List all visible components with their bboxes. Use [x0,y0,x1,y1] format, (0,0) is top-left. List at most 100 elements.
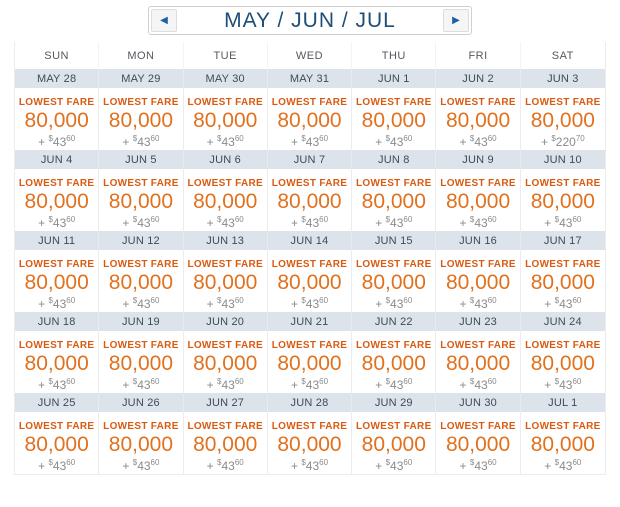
fare-cell[interactable]: LOWEST FARE 80,000 + $4360 [99,250,184,312]
fare-cell[interactable]: LOWEST FARE 80,000 + $4360 [99,331,184,393]
fare-cell[interactable]: LOWEST FARE 80,000 + $4360 [15,250,100,312]
tax-cents: 60 [319,458,329,467]
dollar-sign: $ [301,296,306,305]
tax-cents: 60 [234,377,244,386]
tax-amount: 43 [137,216,151,230]
fare-cell[interactable]: LOWEST FARE 80,000 + $4360 [520,331,605,393]
plus-sign: + [544,378,552,392]
fare-cell[interactable]: LOWEST FARE 80,000 + $4360 [99,169,184,231]
fare-cell[interactable]: LOWEST FARE 80,000 + $4360 [267,331,353,393]
fare-cell[interactable]: LOWEST FARE 80,000 + $4360 [352,331,437,393]
dollar-sign: $ [217,215,222,224]
fare-cell[interactable]: LOWEST FARE 80,000 + $4360 [183,169,268,231]
fare-cell[interactable]: LOWEST FARE 80,000 + $4360 [99,88,184,150]
prev-month-button[interactable]: ◀ [151,9,177,32]
fare-cell[interactable]: LOWEST FARE 80,000 + $4360 [183,250,268,312]
fare-cell[interactable]: LOWEST FARE 80,000 + $4360 [267,250,353,312]
tax-cents: 60 [572,458,582,467]
fare-cell[interactable]: LOWEST FARE 80,000 + $4360 [267,169,353,231]
fare-cell[interactable]: LOWEST FARE 80,000 + $4360 [352,169,437,231]
plus-sign: + [206,378,214,392]
lowest-fare-label: LOWEST FARE [18,178,95,189]
plus-sign: + [375,135,383,149]
fare-cell[interactable]: LOWEST FARE 80,000 + $4360 [520,169,605,231]
tax-cents: 60 [319,377,329,386]
fare-cell[interactable]: LOWEST FARE 80,000 + $4360 [352,412,437,474]
fare-taxes: + $4360 [15,377,98,393]
lowest-fare-label: LOWEST FARE [440,178,516,189]
fare-cell[interactable]: LOWEST FARE 80,000 + $22070 [520,88,605,150]
fare-miles: 80,000 [193,352,258,375]
dollar-sign: $ [48,377,53,386]
dollar-sign: $ [554,215,560,224]
tax-amount: 43 [559,216,573,230]
next-month-button[interactable]: ▶ [443,9,469,32]
fare-taxes: + $4360 [184,135,267,150]
tax-amount: 43 [305,378,320,392]
week-block: JUN 11 JUN 12 JUN 13 JUN 14 JUN 15 JUN 16 JUN … [15,231,605,312]
fare-miles: 80,000 [277,109,342,132]
tax-amount: 43 [474,135,488,149]
fare-cell[interactable]: LOWEST FARE 80,000 + $4360 [436,169,521,231]
plus-sign: + [290,297,298,311]
date-cell: MAY 28 [15,69,100,88]
tax-cents: 60 [403,458,413,467]
weeks: MAY 28 MAY 29 MAY 30 MAY 31 JUN 1 JUN 2 JUN 3 … [15,69,605,474]
plus-sign: + [38,378,46,392]
tax-cents: 60 [150,296,160,305]
tax-amount: 220 [555,135,576,149]
fare-cell[interactable]: LOWEST FARE 80,000 + $4360 [352,88,437,150]
dollar-sign: $ [554,296,560,305]
plus-sign: + [290,216,298,230]
fare-cell[interactable]: LOWEST FARE 80,000 + $4360 [15,88,100,150]
tax-cents: 60 [572,377,582,386]
fare-taxes: + $4360 [15,135,98,150]
tax-amount: 43 [390,459,404,473]
fare-cell[interactable]: LOWEST FARE 80,000 + $4360 [436,250,521,312]
fare-cell[interactable]: LOWEST FARE 80,000 + $4360 [183,331,268,393]
dollar-sign: $ [385,134,391,143]
fare-taxes: + $4360 [99,216,182,231]
fare-miles: 80,000 [277,352,342,375]
dollar-sign: $ [48,458,53,467]
fare-cell[interactable]: LOWEST FARE 80,000 + $4360 [520,250,605,312]
plus-sign: + [459,135,467,149]
lowest-fare-label: LOWEST FARE [187,97,263,108]
dollar-sign: $ [469,377,475,386]
fare-taxes: + $4360 [15,297,98,312]
tax-cents: 60 [66,215,76,224]
fare-miles: 80,000 [445,109,511,132]
tax-cents: 60 [403,215,413,224]
fare-miles: 80,000 [24,433,89,456]
fare-cell[interactable]: LOWEST FARE 80,000 + $4360 [436,331,521,393]
fare-cell[interactable]: LOWEST FARE 80,000 + $4360 [267,88,353,150]
tax-amount: 43 [52,297,67,311]
fare-miles: 80,000 [24,352,89,375]
lowest-fare-label: LOWEST FARE [440,259,516,270]
tax-cents: 60 [572,296,582,305]
fare-cell[interactable]: LOWEST FARE 80,000 + $4360 [436,412,521,474]
week-block: JUN 25 JUN 26 JUN 27 JUN 28 JUN 29 JUN 30 JUL … [15,393,605,474]
date-cell: JUN 1 [352,69,437,88]
fare-cell[interactable]: LOWEST FARE 80,000 + $4360 [520,412,605,474]
date-cell: JUN 2 [436,69,521,88]
fare-miles: 80,000 [24,109,89,132]
fare-miles: 80,000 [530,433,595,456]
fare-cell[interactable]: LOWEST FARE 80,000 + $4360 [352,250,437,312]
fare-cell[interactable]: LOWEST FARE 80,000 + $4360 [15,331,100,393]
date-cell: JUN 4 [15,150,100,169]
plus-sign: + [459,297,467,311]
dollar-sign: $ [301,377,306,386]
fare-cell[interactable]: LOWEST FARE 80,000 + $4360 [99,412,184,474]
dollar-sign: $ [132,377,138,386]
fare-cell[interactable]: LOWEST FARE 80,000 + $4360 [15,412,100,474]
fare-cell[interactable]: LOWEST FARE 80,000 + $4360 [267,412,353,474]
fare-cell[interactable]: LOWEST FARE 80,000 + $4360 [183,88,268,150]
dollar-sign: $ [469,215,475,224]
fare-cell[interactable]: LOWEST FARE 80,000 + $4360 [436,88,521,150]
fare-miles: 80,000 [108,190,174,213]
date-cell: JUN 16 [436,231,521,250]
plus-sign: + [540,135,548,149]
fare-cell[interactable]: LOWEST FARE 80,000 + $4360 [183,412,268,474]
fare-cell[interactable]: LOWEST FARE 80,000 + $4360 [15,169,100,231]
